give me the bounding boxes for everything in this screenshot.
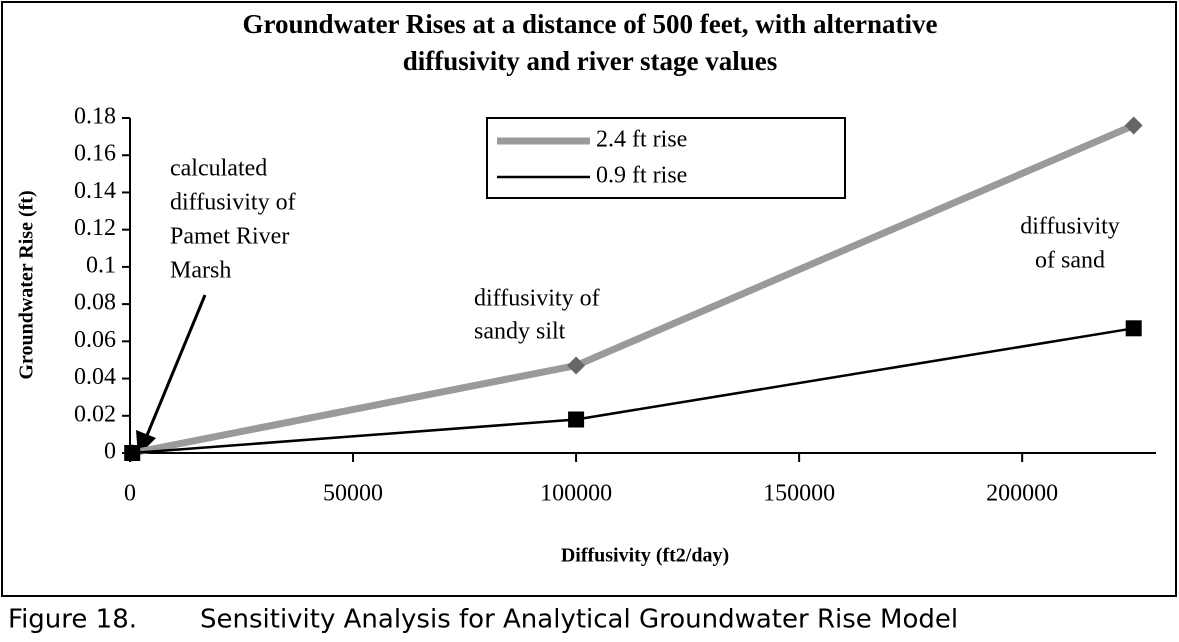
y-tick-label: 0.1 [86,252,116,278]
point-marker [568,411,585,428]
annotation: Marsh [170,258,231,284]
series-line [132,327,1134,455]
chart-frame [1,1,1177,597]
x-tick-label: 50000 [323,481,383,507]
legend-box [486,117,846,199]
x-tick-label: 100000 [540,481,612,507]
chart-title: diffusivity and river stage values [403,46,778,76]
point-marker [1125,320,1142,337]
x-tick-label: 150000 [763,481,835,507]
y-tick-label: 0.12 [74,215,116,241]
annotation: Pamet River [170,224,289,250]
annotation: calculated [170,156,267,182]
annotation-arrow [141,294,207,446]
annotation: sandy silt [474,319,566,345]
y-axis-label: Groundwater Rise (ft) [16,190,38,379]
y-tick-label: 0.18 [74,104,116,130]
point-marker [1124,116,1143,135]
y-tick-label: 0.08 [74,290,116,316]
x-tick-label: 0 [124,481,136,507]
annotation: diffusivity of [170,190,296,216]
y-tick-label: 0.06 [74,327,116,353]
caption-text: Sensitivity Analysis for Analytical Grou… [200,605,958,635]
caption-label: Figure 18. [8,605,137,635]
chart-title: Groundwater Rises at a distance of 500 f… [243,9,938,39]
y-tick-label: 0.14 [74,178,116,204]
legend-label: 2.4 ft rise [596,127,687,153]
y-tick-label: 0.04 [74,364,116,390]
legend-label: 0.9 ft rise [596,163,687,189]
annotation: diffusivity [1020,214,1120,240]
y-tick-label: 0.02 [74,401,116,427]
x-tick-label: 200000 [986,481,1058,507]
annotation: of sand [1035,248,1105,274]
x-axis-label: Diffusivity (ft2/day) [561,545,729,567]
point-marker [124,445,141,461]
y-tick-label: 0 [104,439,116,465]
y-tick-label: 0.16 [74,141,116,167]
point-marker [567,356,586,375]
annotation: diffusivity of [474,286,600,312]
